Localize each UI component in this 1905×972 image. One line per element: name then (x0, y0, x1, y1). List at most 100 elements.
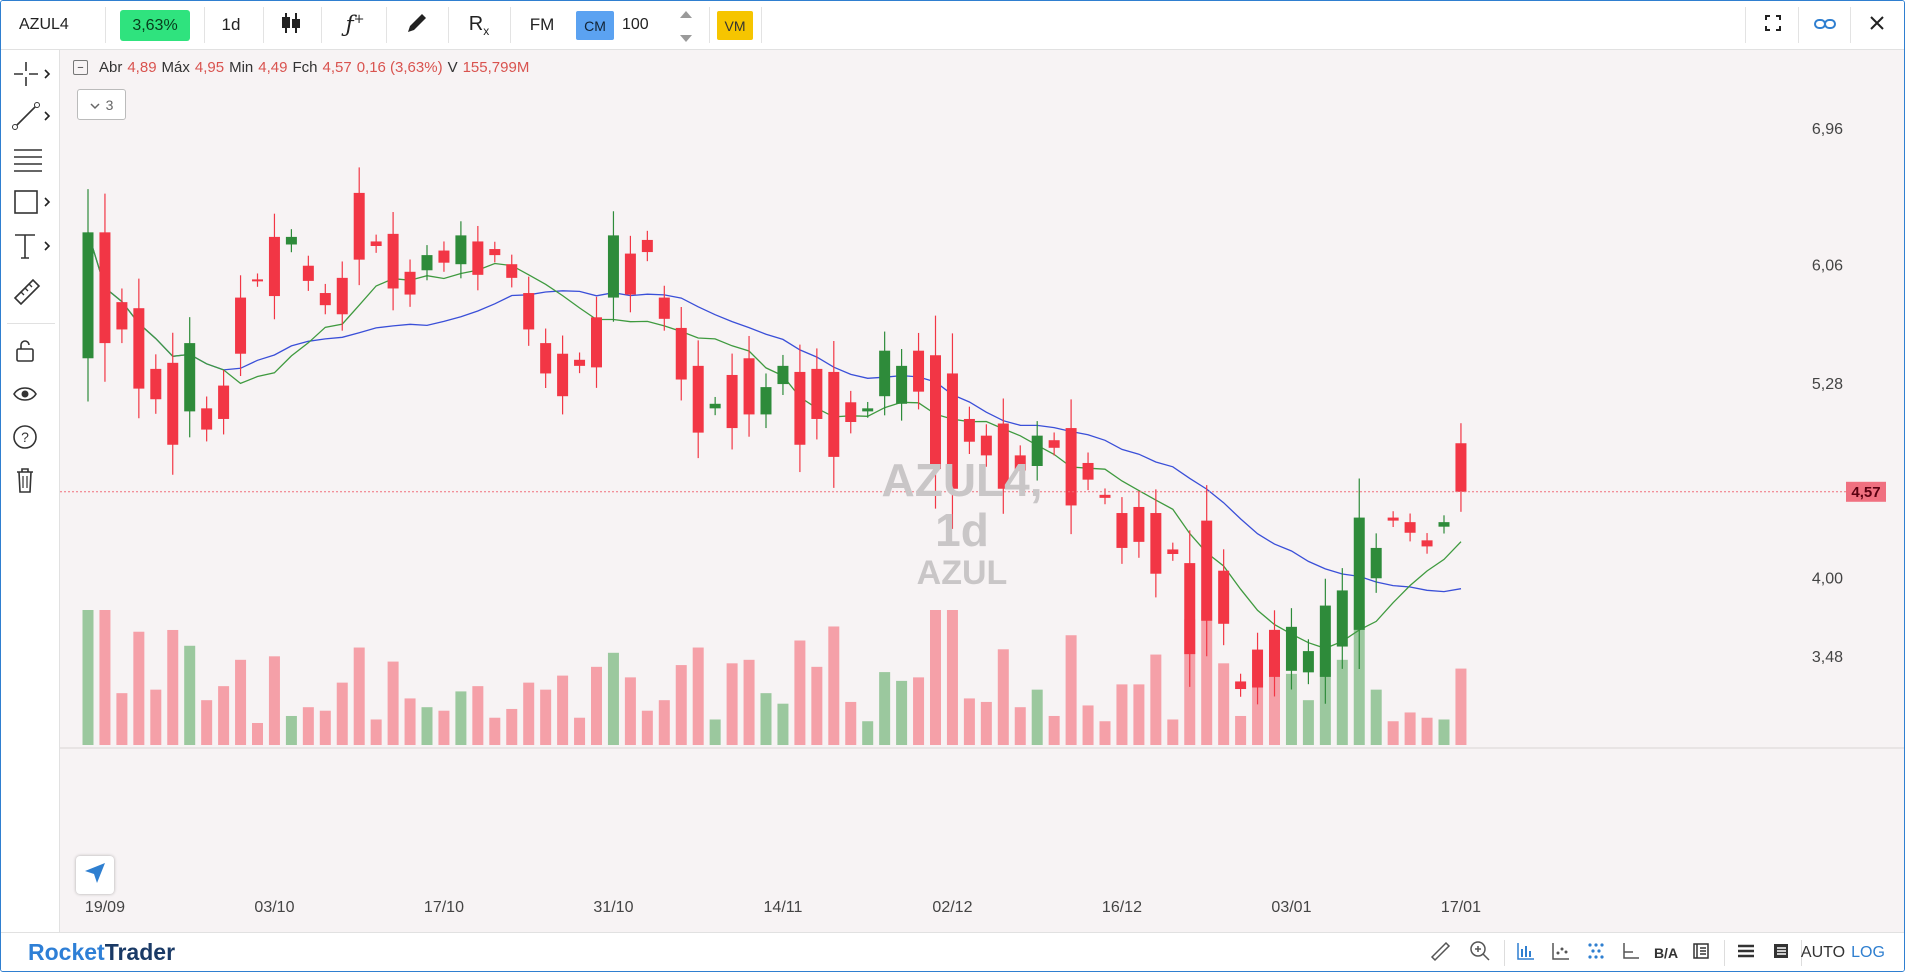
delete-tool[interactable] (11, 465, 55, 499)
volume-bar (523, 682, 535, 745)
top-toolbar: AZUL4 3,63% 1d ƒ+ Rx FM CM 100 (1, 1, 1904, 50)
candle-body (607, 235, 619, 298)
close-button[interactable] (1855, 1, 1899, 49)
orders-toggle[interactable] (1766, 937, 1796, 969)
candle-body (133, 308, 145, 389)
date-tick-label: 31/10 (593, 899, 633, 916)
cm-button[interactable]: CM (576, 11, 614, 40)
change-badge: 3,63% (120, 10, 190, 41)
help-tool[interactable]: ? (11, 422, 55, 456)
candle-body (1336, 590, 1348, 647)
last-price-label: 4,57 (1851, 484, 1880, 501)
quantity-stepper[interactable] (676, 1, 696, 49)
grid-dots-icon (1586, 941, 1606, 966)
volume-bar (1235, 715, 1247, 745)
change-value: 0,16 (3,63%) (356, 59, 443, 76)
chart-area[interactable]: 6,96 6,06 5,28 4,00 3,48 4,57 19/09 03/10 17/10 3… (60, 50, 1904, 932)
axis-toggle[interactable] (1616, 937, 1646, 969)
volume-bar (1336, 659, 1348, 745)
divider (7, 323, 55, 324)
book-toggle[interactable] (1686, 937, 1716, 969)
indicators-toggle[interactable]: 3 (77, 89, 126, 120)
indicators-count: 3 (105, 96, 114, 113)
zoom-button[interactable] (1465, 937, 1495, 969)
candle-body (1235, 681, 1247, 690)
timeframe-button[interactable]: 1d (221, 15, 241, 34)
visibility-tool[interactable] (11, 379, 55, 413)
candle-body (506, 264, 518, 278)
log-scale-button[interactable]: LOG (1851, 944, 1885, 961)
candle-body (658, 297, 670, 319)
volume-bar (150, 689, 162, 745)
candle-body (879, 350, 891, 397)
divider (1745, 7, 1746, 43)
candle-body (1421, 540, 1433, 547)
help-icon: ? (11, 422, 51, 457)
volume-toggle[interactable] (1511, 937, 1541, 969)
symbol-field[interactable]: AZUL4 (19, 16, 69, 33)
fm-button[interactable]: FM (520, 1, 564, 49)
collapse-legend-button[interactable]: − (73, 60, 88, 75)
trend-line-tool[interactable] (11, 101, 55, 135)
watermark-title: AZUL4, 1d (881, 454, 1043, 556)
fib-lines-icon (11, 144, 51, 179)
layout-toggle[interactable] (1731, 937, 1761, 969)
candle-body (1116, 513, 1128, 548)
chevron-up-icon[interactable] (680, 3, 692, 23)
candle-body (1184, 563, 1196, 655)
candle-body (455, 235, 467, 265)
fib-lines-tool[interactable] (11, 144, 55, 178)
volume-bar (167, 629, 179, 745)
volume-bar (387, 661, 399, 745)
link-button[interactable] (1803, 1, 1847, 49)
remove-studies-button[interactable]: Rx (457, 1, 501, 49)
fullscreen-button[interactable] (1751, 1, 1795, 49)
chevron-down-icon[interactable] (680, 27, 692, 47)
text-tool[interactable] (11, 231, 55, 265)
price-tick-label: 3,48 (1812, 649, 1843, 666)
volume-bar (557, 675, 569, 745)
volume-bar (760, 693, 772, 745)
navigate-button[interactable] (76, 856, 114, 894)
rectangle-tool[interactable] (11, 187, 55, 221)
buy-sell-toggle[interactable]: B/A (1651, 937, 1681, 969)
candle-body (1082, 462, 1094, 480)
volume-value: 155,799M (462, 59, 530, 76)
measure-button[interactable] (1425, 937, 1455, 969)
lock-tool[interactable] (11, 336, 55, 370)
candle-body (1319, 605, 1331, 677)
auto-scale-button[interactable]: AUTO (1800, 944, 1846, 961)
scatter-toggle[interactable] (1546, 937, 1576, 969)
orders-icon (1771, 941, 1791, 966)
volume-bar (489, 717, 501, 745)
volume-bar (963, 698, 975, 745)
candle-body (828, 371, 840, 457)
date-tick-label: 17/10 (424, 899, 464, 916)
vm-button[interactable]: VM (717, 11, 753, 40)
candle-body (557, 353, 569, 397)
price-chart[interactable]: 6,96 6,06 5,28 4,00 3,48 4,57 19/09 03/10 17/10 3… (60, 50, 1904, 932)
volume-bar (1302, 700, 1314, 745)
candle-body (709, 403, 721, 409)
candle-body (624, 253, 636, 295)
crosshair-tool[interactable] (11, 59, 55, 93)
candle-body (997, 423, 1009, 489)
grid-toggle[interactable] (1581, 937, 1611, 969)
quantity-input[interactable]: 100 (622, 16, 649, 33)
divider (1504, 940, 1505, 966)
symbol-watermark: AZUL4, 1d AZUL (849, 455, 1075, 591)
divider (1850, 7, 1851, 43)
volume-bar (1048, 715, 1060, 745)
date-tick-label: 16/12 (1102, 899, 1142, 916)
ruler-tool[interactable] (11, 276, 55, 310)
indicators-button[interactable]: ƒ+ (333, 1, 377, 49)
volume-bar (370, 719, 382, 745)
candle-body (489, 249, 501, 256)
divider (709, 7, 710, 43)
candle-body (1031, 435, 1043, 466)
trend-line-icon (11, 101, 51, 136)
chart-type-button[interactable] (269, 1, 313, 49)
draw-button[interactable] (395, 1, 439, 49)
volume-bar (980, 701, 992, 745)
ma-blue-line (87, 232, 1462, 593)
